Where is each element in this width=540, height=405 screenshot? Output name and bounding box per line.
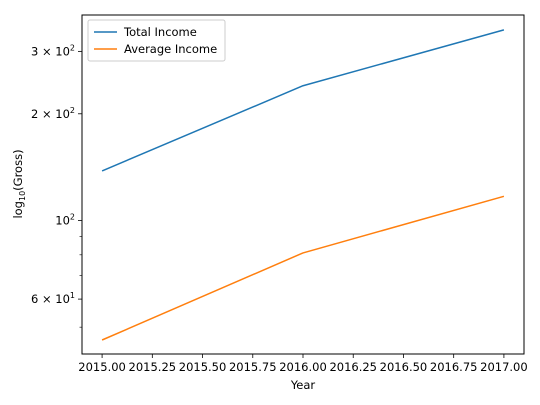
- x-axis-ticks: 2015.00 2015.25 2015.50 2015.75 2016.00 2016.…: [78, 354, 528, 374]
- y-axis-title: log10(Gross): [11, 149, 27, 218]
- y-axis-title-rest: (Gross): [11, 149, 25, 190]
- series-line-average-income: [101, 195, 505, 341]
- legend-label-average-income: Average Income: [124, 42, 217, 56]
- y-tick-label-2: 2 × 102: [31, 106, 75, 121]
- x-tick-label-2: 2015.50: [179, 360, 227, 374]
- y-tick-label-1: 102: [55, 212, 75, 227]
- y-axis-ticks: 6 × 101 102 2 × 102 3 × 102: [31, 43, 82, 328]
- x-axis-title: Year: [290, 378, 316, 392]
- y-axis-title-main: log: [11, 201, 25, 219]
- x-tick-label-5: 2016.25: [329, 360, 377, 374]
- plot-frame: [81, 14, 525, 355]
- y-tick-label-0: 6 × 101: [31, 291, 75, 306]
- series-lines: [101, 29, 505, 341]
- plot-area: [82, 15, 524, 354]
- x-tick-label-3: 2015.75: [229, 360, 277, 374]
- series-line-total-income: [101, 29, 505, 172]
- legend-box: [87, 19, 226, 62]
- x-tick-label-6: 2016.50: [380, 360, 428, 374]
- y-tick-label-3: 3 × 102: [31, 43, 75, 58]
- y-axis-title-subscript: 10: [18, 191, 27, 201]
- legend-label-total-income: Total Income: [123, 25, 197, 39]
- x-tick-label-4: 2016.00: [279, 360, 327, 374]
- x-tick-label-0: 2015.00: [78, 360, 126, 374]
- x-tick-label-7: 2016.75: [430, 360, 478, 374]
- x-tick-label-1: 2015.25: [129, 360, 177, 374]
- x-tick-label-8: 2017.00: [480, 360, 528, 374]
- legend: Total Income Average Income: [87, 19, 226, 62]
